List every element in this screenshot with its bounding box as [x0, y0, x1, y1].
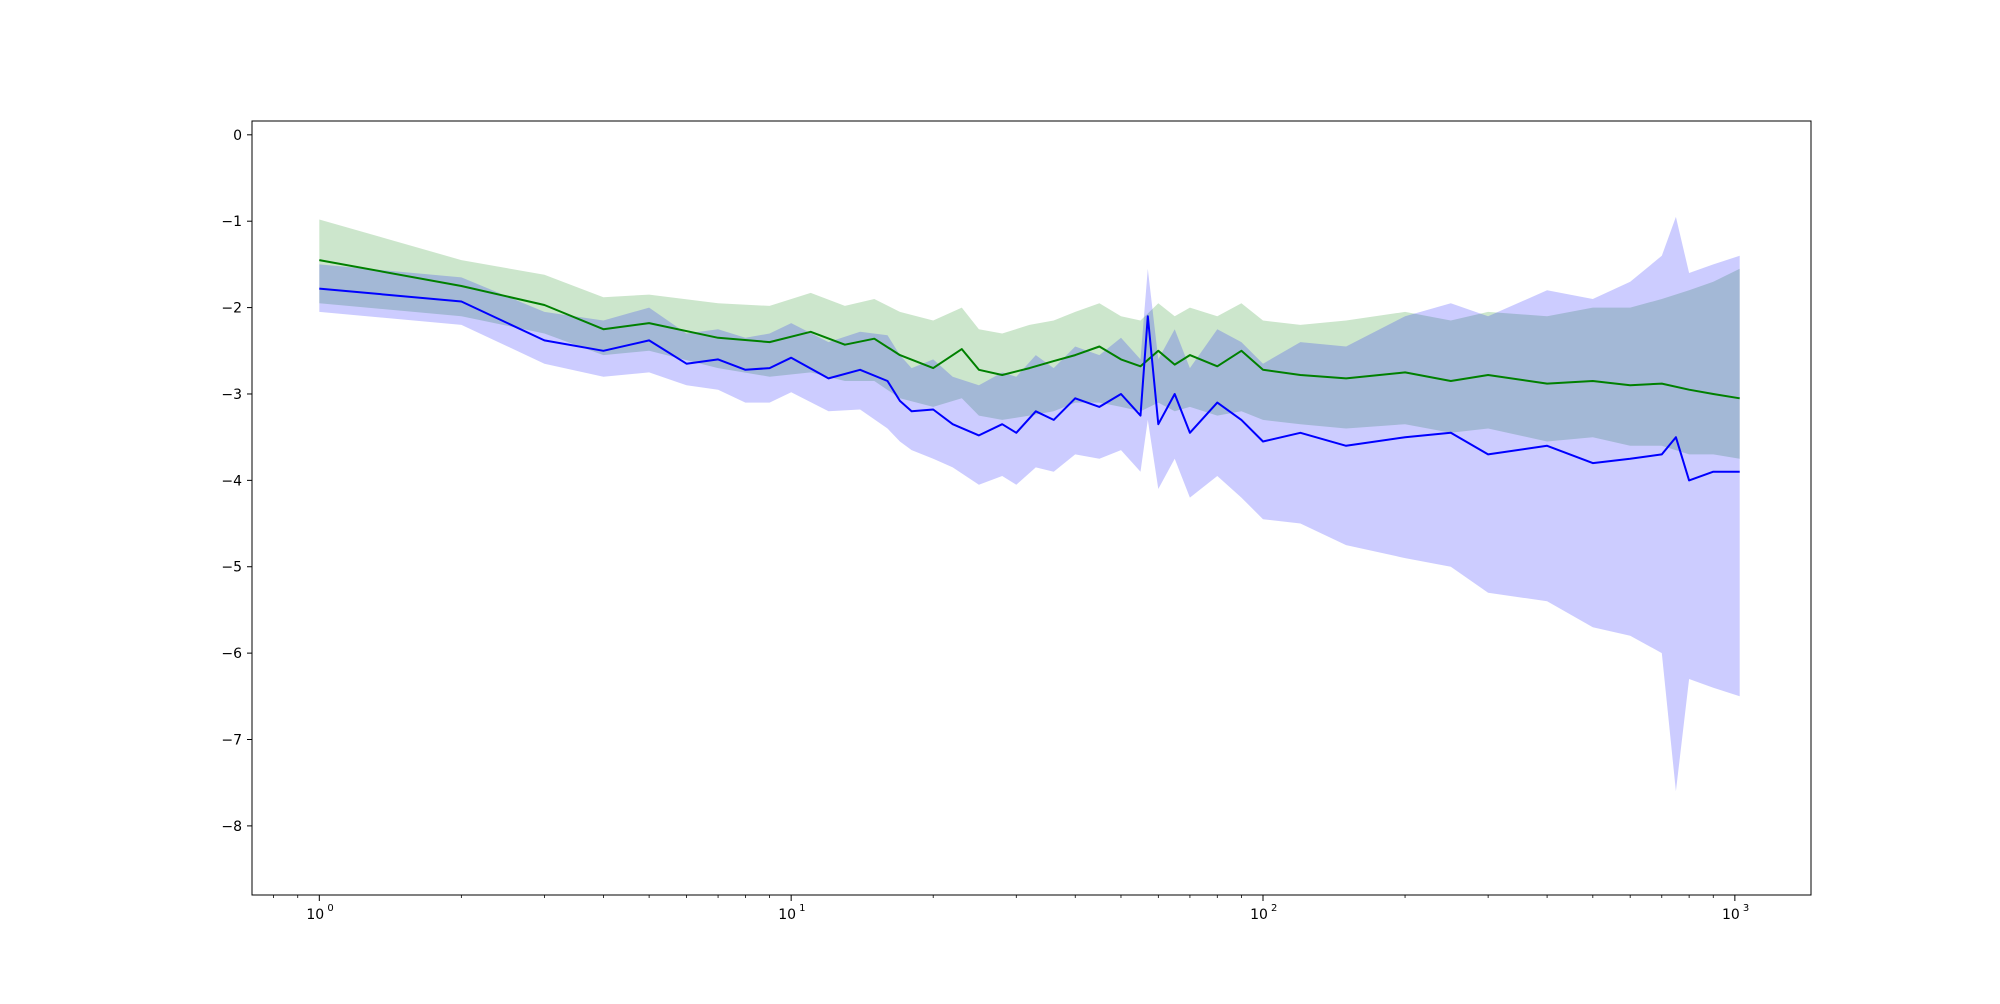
y-tick-label: −3: [221, 387, 242, 403]
plot-frame: [251, 120, 1812, 896]
x-tick-exponent: 0: [327, 903, 333, 914]
y-tick-label: −6: [221, 646, 242, 662]
y-tick-label: −7: [221, 733, 242, 749]
y-tick-label: −1: [221, 214, 242, 230]
y-tick-label: −8: [221, 819, 242, 835]
y-tick-label: −5: [221, 560, 242, 576]
y-tick-label: −2: [221, 301, 242, 317]
series-lines: [319, 259, 1740, 482]
x-tick-exponent: 3: [1743, 903, 1749, 914]
series-1-band: [319, 216, 1740, 792]
series-1-line: [319, 287, 1740, 482]
x-tick-label: 10: [1722, 907, 1740, 923]
series-0-band: [319, 219, 1740, 459]
x-tick-exponent: 2: [1271, 903, 1277, 914]
y-tick-label: −4: [221, 473, 242, 489]
x-tick-exponent: 1: [799, 903, 805, 914]
axes: 0−1−2−3−4−5−6−7−810 0 10 1 10 2 10 3: [221, 120, 1812, 923]
x-tick-label: 10: [778, 907, 796, 923]
confidence-bands: [319, 216, 1740, 792]
x-tick-label: 10: [306, 907, 324, 923]
series-0-line: [319, 259, 1740, 400]
y-tick-label: 0: [233, 128, 242, 144]
x-tick-label: 10: [1250, 907, 1268, 923]
